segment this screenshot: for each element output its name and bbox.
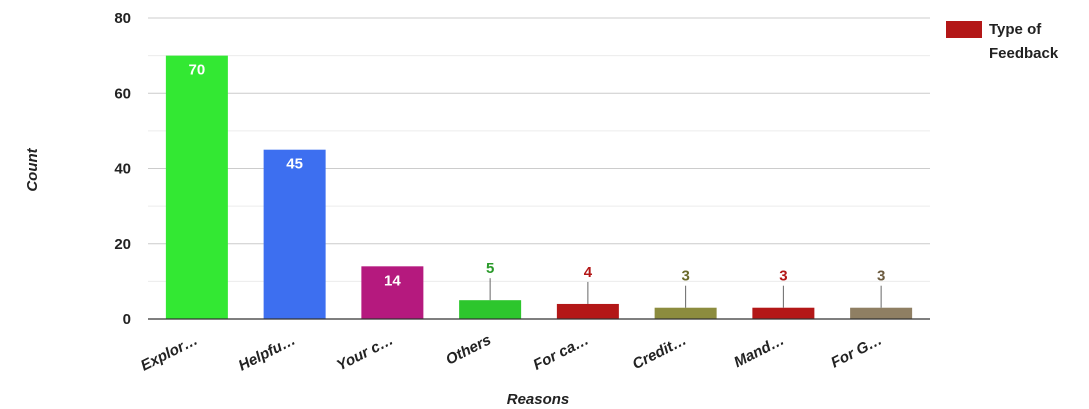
- x-tick-label: Others: [443, 331, 494, 368]
- x-tick-label: Mand…: [731, 331, 787, 371]
- data-labels: 70 45 14 5 4 3 3 3: [189, 62, 885, 308]
- y-axis-title: Count: [24, 147, 41, 191]
- x-tick-label: For G…: [828, 331, 885, 371]
- legend-label: Type of Feedback: [989, 21, 1059, 62]
- x-tick-label: Credit…: [630, 331, 690, 373]
- data-label: 3: [779, 268, 787, 285]
- bar: [361, 266, 424, 319]
- data-label: 3: [877, 268, 885, 285]
- legend-label-line: Feedback: [989, 45, 1059, 62]
- bar: [556, 303, 619, 319]
- data-label: 45: [286, 156, 303, 173]
- bar: [263, 149, 326, 319]
- bar: [654, 307, 717, 319]
- legend: Type of Feedback: [946, 21, 1059, 62]
- y-tick-label: 0: [123, 311, 131, 328]
- y-tick-label: 40: [114, 161, 131, 178]
- x-tick-label: Explor…: [138, 331, 201, 374]
- data-label: 5: [486, 260, 494, 277]
- bars: [165, 55, 913, 319]
- legend-label-line: Type of: [989, 21, 1042, 38]
- x-axis-ticks: Explor… Helpfu… Your c… Others For ca… Credit…: [138, 331, 885, 374]
- legend-swatch: [946, 21, 982, 38]
- y-axis-ticks: 0 20 40 60 80: [114, 10, 131, 328]
- x-axis-title: Reasons: [507, 391, 570, 408]
- bar: [165, 55, 228, 319]
- x-tick-label: Your c…: [334, 331, 396, 374]
- bar: [850, 307, 913, 319]
- x-tick-label: For ca…: [530, 331, 591, 373]
- y-tick-label: 60: [114, 85, 131, 102]
- x-tick-label: Helpfu…: [236, 331, 299, 374]
- bar: [752, 307, 815, 319]
- data-label: 70: [189, 62, 206, 79]
- bar: [459, 300, 522, 319]
- data-label: 14: [384, 272, 401, 289]
- data-label: 4: [584, 264, 593, 281]
- data-label: 3: [681, 268, 689, 285]
- y-tick-label: 20: [114, 236, 131, 253]
- y-tick-label: 80: [114, 10, 131, 27]
